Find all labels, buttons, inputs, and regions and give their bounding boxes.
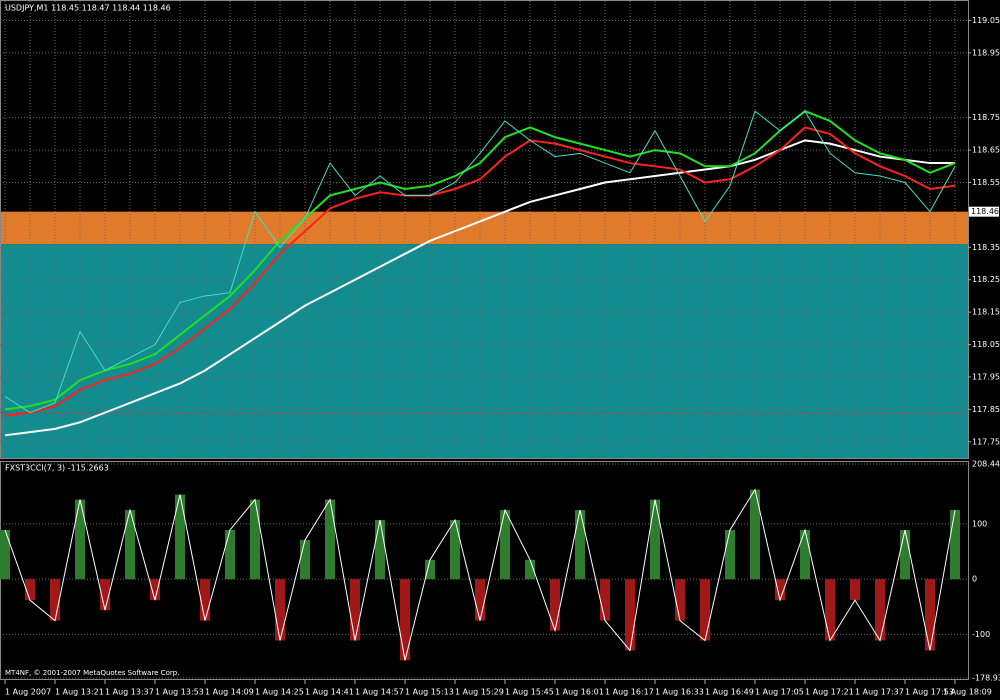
y-tick-label: 208.448 (972, 460, 1000, 469)
cci-bar (850, 579, 860, 601)
y-tick-label: -100 (972, 630, 990, 639)
cci-bar (600, 579, 610, 621)
cci-bar (525, 559, 535, 580)
price-band (1, 211, 968, 245)
cci-bar (375, 520, 385, 580)
x-tick-label: 1 Aug 15:13 (405, 688, 454, 697)
cci-bar (450, 520, 460, 580)
cci-bar (50, 579, 60, 621)
x-tick-label: 1 Aug 16:49 (705, 688, 754, 697)
cci-bar (650, 499, 660, 580)
cci-bar (875, 579, 885, 641)
cci-bar (225, 529, 235, 580)
cci-bar (675, 579, 685, 621)
cci-bar (175, 494, 185, 580)
cci-bar (775, 579, 785, 601)
cci-bar (350, 579, 360, 641)
cci-bar (800, 529, 810, 580)
y-tick-label: 118.95 (972, 48, 1000, 57)
y-tick-label: 0 (972, 575, 977, 584)
y-tick-label: -178.93 (972, 674, 1000, 683)
cci-bar (125, 510, 135, 580)
cci-bar (300, 539, 310, 580)
price-band (1, 244, 968, 458)
x-tick-label: 1 Aug 18:09 (943, 688, 992, 697)
x-tick-label: 1 Aug 2007 (5, 688, 51, 697)
cci-bar (550, 579, 560, 631)
y-tick-label: 100 (972, 519, 987, 528)
price-line (4, 126, 956, 417)
y-tick-label: 118.35 (972, 243, 1000, 252)
x-tick-label: 1 Aug 17:05 (755, 688, 804, 697)
x-tick-label: 1 Aug 13:37 (105, 688, 154, 697)
x-tick-label: 1 Aug 16:17 (605, 688, 654, 697)
y-tick-label: 118.75 (972, 113, 1000, 122)
cci-bar (150, 579, 160, 601)
y-tick-label: 117.75 (972, 437, 1000, 446)
cci-bar (700, 579, 710, 641)
x-tick-label: 1 Aug 16:33 (655, 688, 704, 697)
y-tick-label: 117.85 (972, 405, 1000, 414)
cci-bar (475, 579, 485, 621)
chart-title: USDJPY,M1 118.45 118.47 118.44 118.46 (5, 4, 171, 13)
cci-line (4, 488, 956, 661)
cci-bar (200, 579, 210, 621)
x-tick-label: 1 Aug 15:29 (455, 688, 504, 697)
cci-bar (625, 579, 635, 651)
x-tick-label: 1 Aug 14:41 (305, 688, 354, 697)
x-tick-label: 1 Aug 14:09 (205, 688, 254, 697)
x-tick-label: 1 Aug 14:25 (255, 688, 304, 697)
cci-bar (750, 489, 760, 580)
price-line (4, 139, 955, 437)
cci-bar (75, 499, 85, 580)
cci-bar (400, 579, 410, 661)
cci-bar (25, 579, 35, 601)
cci-bar (325, 499, 335, 580)
y-tick-label: 118.25 (972, 275, 1000, 284)
cci-bar (900, 529, 910, 580)
x-tick-label: 1 Aug 15:45 (505, 688, 554, 697)
x-tick-label: 1 Aug 13:53 (155, 688, 204, 697)
cci-bar (250, 499, 260, 580)
price-line (4, 110, 956, 414)
x-tick-label: 1 Aug 17:37 (855, 688, 904, 697)
y-tick-label: 117.95 (972, 372, 1000, 381)
y-tick-label: 118.05 (972, 340, 1000, 349)
y-tick-label: 118.15 (972, 308, 1000, 317)
y-tick-label: 119.05 (972, 16, 1000, 25)
cci-bar (500, 510, 510, 580)
current-price-box (969, 206, 999, 217)
cci-bar (575, 510, 585, 580)
x-tick-label: 1 Aug 14:57 (355, 688, 404, 697)
cci-bar (925, 579, 935, 651)
copyright: MT4NF, © 2001-2007 MetaQuotes Software C… (5, 669, 179, 677)
cci-bar (825, 579, 835, 641)
cci-bar (725, 529, 735, 580)
x-tick-label: 1 Aug 13:21 (55, 688, 104, 697)
cci-bar (425, 559, 435, 580)
cci-bar (0, 529, 10, 580)
cci-bar (100, 579, 110, 611)
cci-bar (950, 510, 960, 580)
current-price-label: 118.46 (971, 207, 999, 216)
x-tick-label: 1 Aug 17:53 (905, 688, 954, 697)
y-tick-label: 118.65 (972, 146, 1000, 155)
y-tick-label: 118.55 (972, 178, 1000, 187)
x-tick-label: 1 Aug 16:01 (555, 688, 604, 697)
price-frame (0, 0, 969, 459)
indicator-title: FXST3CCI(7, 3) -115.2663 (5, 464, 109, 473)
x-tick-label: 1 Aug 17:21 (805, 688, 854, 697)
cci-bar (275, 579, 285, 641)
